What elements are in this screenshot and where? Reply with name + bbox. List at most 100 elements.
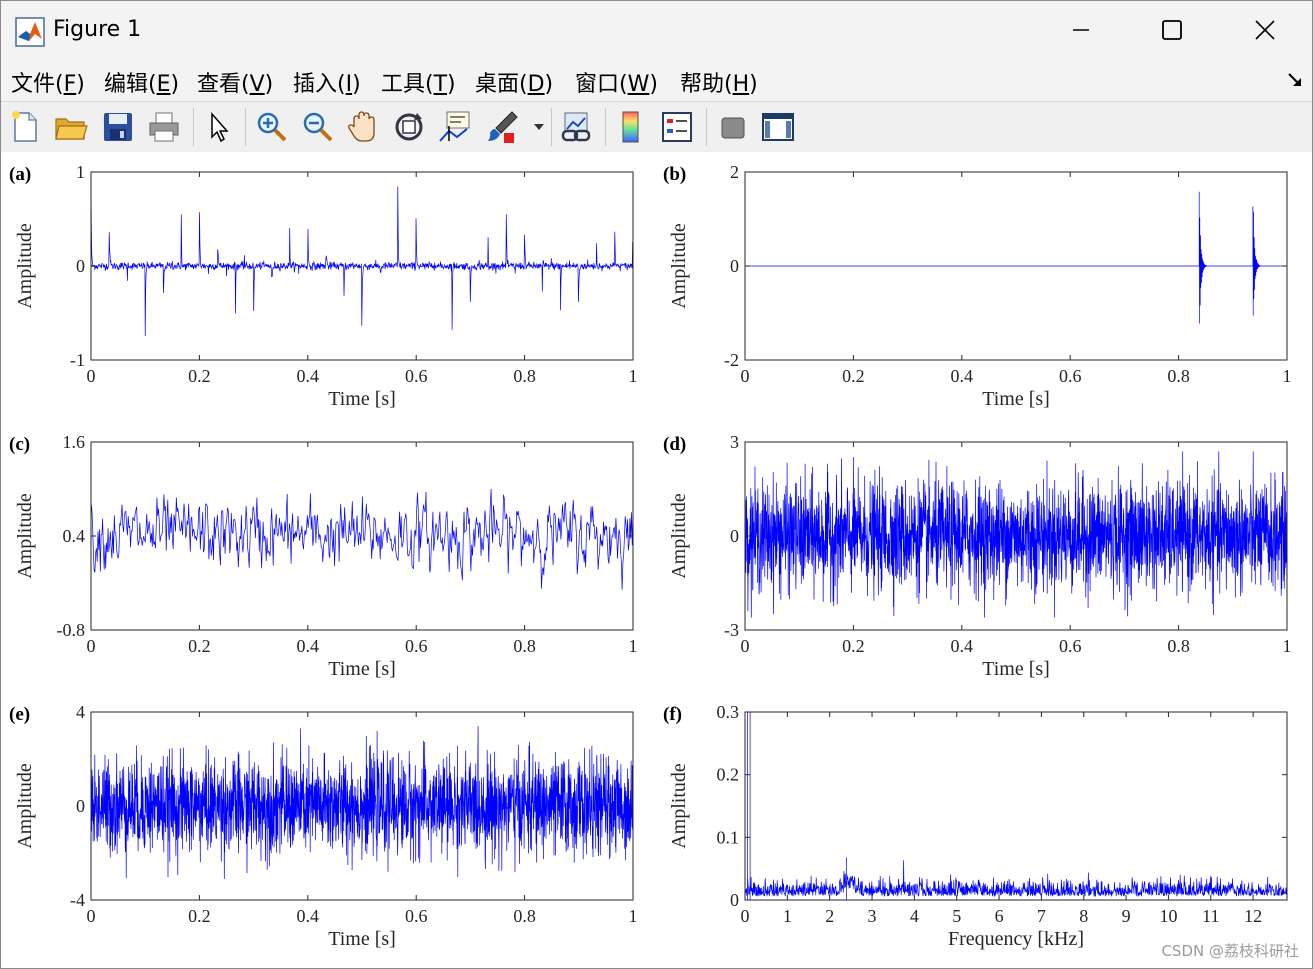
- x-tick-label: 0: [87, 636, 96, 656]
- panel-label: (c): [9, 434, 30, 455]
- rotate-3d-icon[interactable]: [391, 109, 427, 145]
- x-tick-label: 11: [1202, 906, 1219, 926]
- x-tick-label: 0.8: [1167, 636, 1190, 656]
- zoom-out-icon[interactable]: [299, 109, 335, 145]
- select-arrow-icon[interactable]: [201, 109, 237, 145]
- legend-icon[interactable]: [659, 109, 695, 145]
- x-tick-label: 1: [629, 366, 638, 386]
- zoom-in-icon[interactable]: [253, 109, 289, 145]
- y-tick-label: -1: [70, 350, 85, 370]
- y-tick-label: 0: [76, 256, 85, 276]
- signal-trace: [91, 488, 633, 590]
- x-tick-label: 0.4: [951, 366, 974, 386]
- x-tick-label: 0.2: [188, 636, 211, 656]
- y-tick-label: -3: [724, 620, 739, 640]
- panel-label: (e): [9, 704, 30, 725]
- x-tick-label: 1: [1283, 366, 1292, 386]
- menu-insert[interactable]: 插入(I): [293, 72, 361, 97]
- window-title: Figure 1: [53, 17, 142, 42]
- chevron-down-icon[interactable]: [533, 122, 545, 132]
- x-axis-label: Frequency [kHz]: [948, 928, 1084, 950]
- y-axis-label: Amplitude: [668, 493, 690, 579]
- menu-window[interactable]: 窗口(W): [575, 72, 658, 97]
- new-file-icon[interactable]: [7, 109, 43, 145]
- y-axis-label: Amplitude: [668, 763, 690, 849]
- x-tick-label: 5: [952, 906, 961, 926]
- y-tick-label: 0.4: [63, 526, 86, 546]
- maximize-button[interactable]: [1126, 1, 1218, 59]
- close-icon: [1255, 20, 1275, 40]
- x-tick-label: 7: [1037, 906, 1046, 926]
- y-tick-label: 2: [730, 162, 739, 182]
- x-tick-label: 0: [87, 366, 96, 386]
- subplot-c[interactable]: 0 0.2 0.4 0.6 0.8 1 -0.8 0.4 1.6 Time [s] Amplitud…: [9, 432, 638, 680]
- menu-help[interactable]: 帮助(H): [680, 72, 758, 97]
- x-axis-label: Time [s]: [982, 388, 1050, 410]
- x-tick-label: 0: [741, 906, 750, 926]
- axes-box: [744, 711, 1288, 901]
- x-tick-label: 1: [629, 906, 638, 926]
- minimize-button[interactable]: [1035, 1, 1127, 59]
- x-axis-label: Time [s]: [982, 658, 1050, 680]
- pan-hand-icon[interactable]: [345, 109, 381, 145]
- x-tick-label: 10: [1159, 906, 1177, 926]
- figure-canvas: 0 0.2 0.4 0.6 0.8 1 -1 0 1 Time [s] Amplitude (a) 0 0…: [1, 152, 1312, 968]
- signal-trace: [91, 181, 633, 336]
- print-icon[interactable]: [146, 109, 182, 145]
- y-tick-label: 3: [730, 432, 739, 452]
- menu-edit[interactable]: 编辑(E): [104, 72, 180, 97]
- y-tick-label: -4: [70, 890, 85, 910]
- x-tick-label: 0.6: [405, 636, 428, 656]
- y-tick-label: 0: [730, 526, 739, 546]
- panel-label: (b): [663, 164, 686, 185]
- x-tick-label: 0.6: [1059, 366, 1082, 386]
- save-icon[interactable]: [100, 109, 136, 145]
- y-axis-label: Amplitude: [14, 223, 36, 309]
- link-plot-icon[interactable]: [559, 109, 595, 145]
- toolbar-separator: [551, 108, 552, 146]
- x-tick-label: 0.2: [188, 906, 211, 926]
- data-cursor-icon[interactable]: [437, 109, 473, 145]
- menu-bar: 文件(F) 编辑(E) 查看(V) 插入(I) 工具(T) 桌面(D) 窗口(W…: [1, 59, 1312, 101]
- y-tick-label: 0.1: [717, 827, 740, 847]
- open-folder-icon[interactable]: [53, 109, 89, 145]
- toolbar-separator: [193, 108, 194, 146]
- x-tick-label: 0.8: [513, 366, 536, 386]
- show-plot-tools-icon[interactable]: [760, 109, 796, 145]
- x-tick-label: 0.8: [513, 636, 536, 656]
- colorbar-icon[interactable]: [613, 109, 649, 145]
- x-tick-label: 0.4: [297, 366, 320, 386]
- y-tick-label: 0: [730, 890, 739, 910]
- menu-file[interactable]: 文件(F): [11, 72, 85, 97]
- panel-label: (a): [9, 164, 31, 185]
- y-tick-label: 0.2: [717, 765, 740, 785]
- x-axis-label: Time [s]: [328, 658, 396, 680]
- menu-desktop[interactable]: 桌面(D): [475, 72, 554, 97]
- x-tick-label: 8: [1079, 906, 1088, 926]
- menu-view[interactable]: 查看(V): [197, 72, 274, 97]
- figure-toolbar: [1, 101, 1312, 153]
- close-button[interactable]: [1219, 1, 1311, 59]
- undock-arrow-icon[interactable]: [1286, 71, 1304, 89]
- title-bar: Figure 1: [1, 1, 1312, 59]
- signal-trace: [745, 451, 1287, 618]
- menu-tools[interactable]: 工具(T): [381, 72, 456, 97]
- x-tick-label: 1: [783, 906, 792, 926]
- x-tick-label: 2: [825, 906, 834, 926]
- x-tick-label: 12: [1244, 906, 1262, 926]
- x-tick-label: 9: [1122, 906, 1131, 926]
- y-tick-label: -0.8: [57, 620, 86, 640]
- x-tick-label: 0.4: [297, 636, 320, 656]
- x-tick-label: 0.4: [951, 636, 974, 656]
- hide-plot-tools-icon[interactable]: [715, 109, 751, 145]
- x-tick-label: 4: [910, 906, 919, 926]
- y-tick-label: 1.6: [63, 432, 86, 452]
- brush-icon[interactable]: [484, 109, 520, 145]
